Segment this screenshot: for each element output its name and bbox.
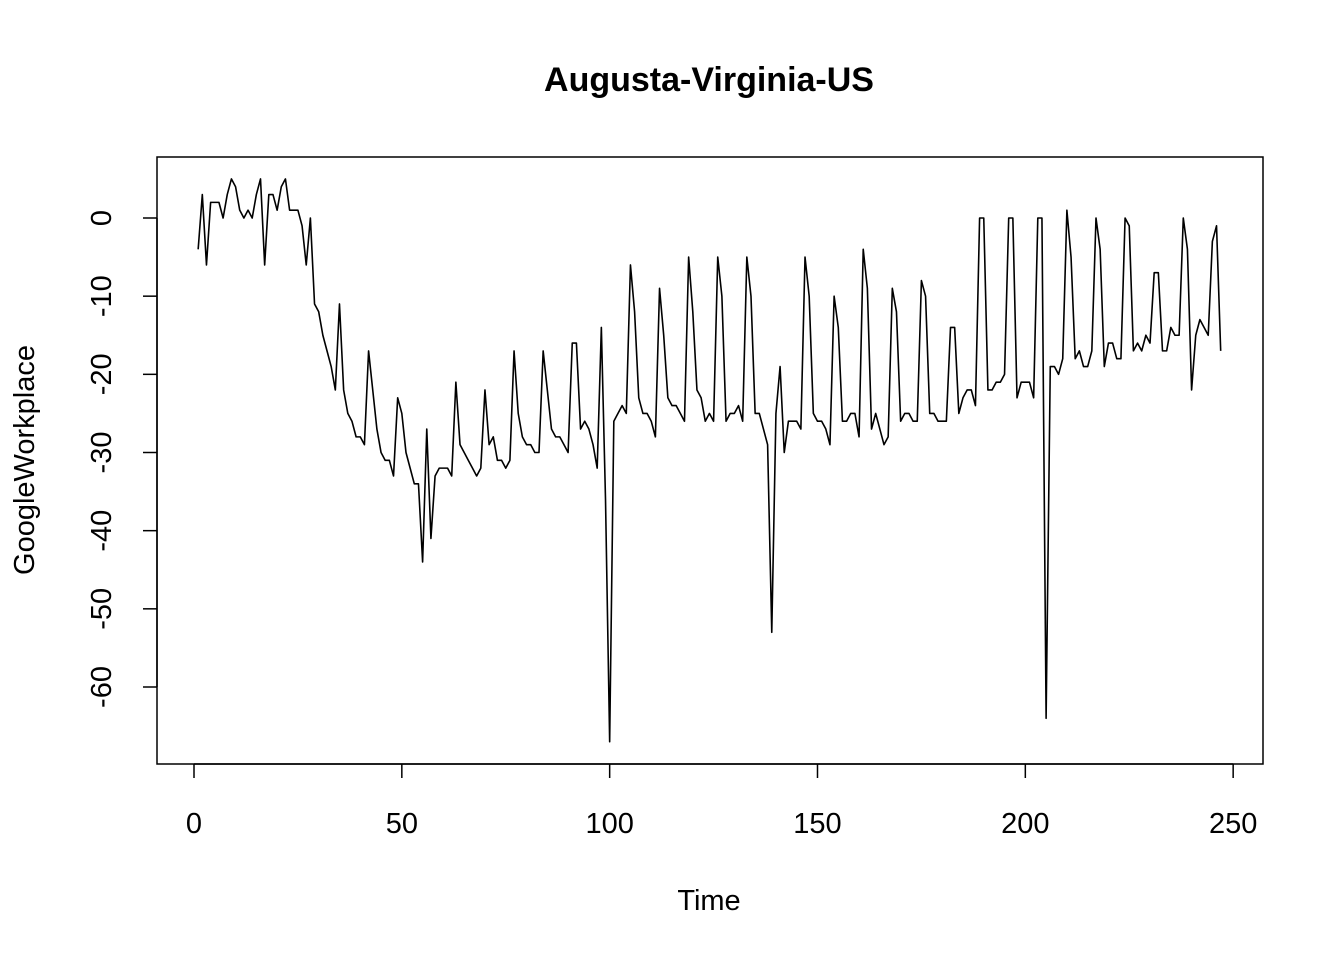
- y-tick-label: -50: [86, 588, 118, 630]
- x-axis: 0 50 100 150 200 250: [186, 763, 1257, 840]
- x-tick-label: 200: [1001, 808, 1049, 840]
- x-tick-label: 0: [186, 808, 202, 840]
- x-axis-label: Time: [677, 885, 740, 917]
- x-tick-label: 50: [386, 808, 418, 840]
- x-tick-label: 150: [793, 808, 841, 840]
- x-tick-label: 250: [1209, 808, 1257, 840]
- y-tick-label: -60: [86, 666, 118, 708]
- x-tick-label: 100: [585, 808, 633, 840]
- y-tick-label: -10: [86, 275, 118, 317]
- y-axis-label: GoogleWorkplace: [9, 345, 41, 575]
- series-line: [197, 178, 1222, 743]
- y-tick-label: -30: [86, 432, 118, 474]
- y-tick-label: -40: [86, 510, 118, 552]
- y-tick-label: -20: [86, 353, 118, 395]
- y-tick-label: 0: [86, 210, 118, 226]
- chart-title: Augusta-Virginia-US: [544, 61, 874, 99]
- y-axis: 0 -10 -20 -30 -40 -50 -60: [86, 210, 158, 708]
